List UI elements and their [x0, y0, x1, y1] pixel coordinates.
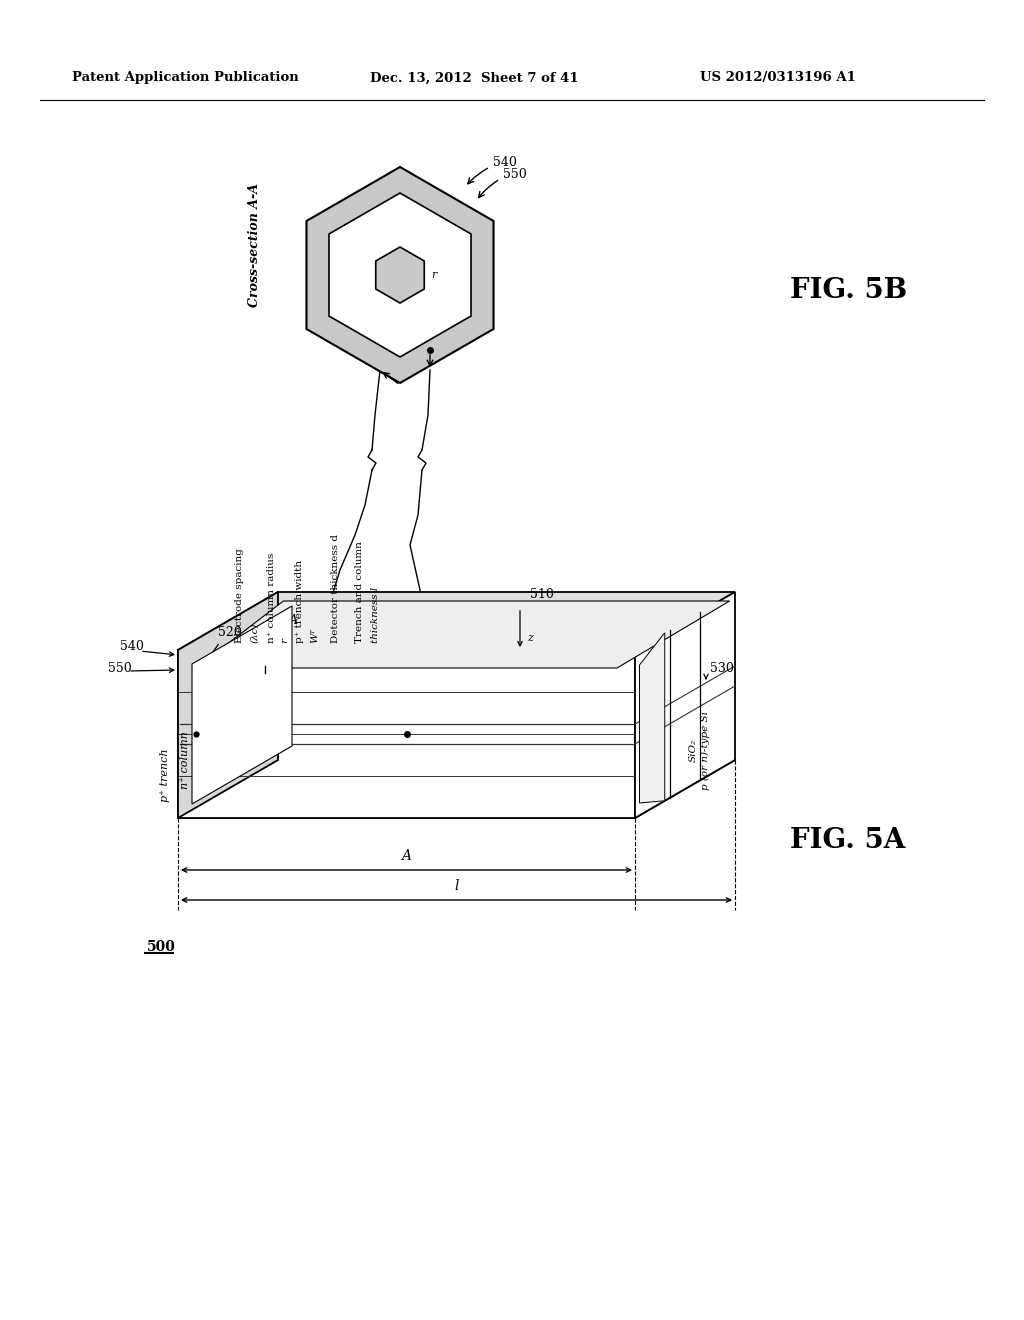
Text: 500: 500 — [147, 940, 176, 954]
Text: A: A — [401, 849, 412, 863]
Text: FIG. 5A: FIG. 5A — [790, 826, 905, 854]
Polygon shape — [178, 591, 735, 649]
Text: Patent Application Publication: Patent Application Publication — [72, 71, 299, 84]
Text: SiO₂: SiO₂ — [688, 738, 697, 762]
Text: 520: 520 — [218, 627, 242, 639]
Polygon shape — [635, 591, 735, 818]
Polygon shape — [196, 601, 729, 668]
Text: 510: 510 — [530, 589, 554, 602]
Text: FIG. 5B: FIG. 5B — [790, 276, 907, 304]
Text: Dec. 13, 2012  Sheet 7 of 41: Dec. 13, 2012 Sheet 7 of 41 — [370, 71, 579, 84]
Text: Trench and column: Trench and column — [355, 541, 365, 643]
Text: Cross-section A-A: Cross-section A-A — [249, 183, 261, 308]
Polygon shape — [178, 649, 635, 818]
Text: Electrode spacing: Electrode spacing — [236, 548, 245, 643]
Text: z: z — [527, 634, 532, 643]
Polygon shape — [376, 247, 424, 304]
Text: (λc): (λc) — [251, 623, 259, 643]
Polygon shape — [178, 760, 735, 818]
Text: n⁺ column: n⁺ column — [180, 731, 190, 789]
Text: p⁺ trench width: p⁺ trench width — [296, 560, 304, 643]
Text: r: r — [431, 271, 436, 280]
Text: 540: 540 — [120, 640, 144, 653]
Polygon shape — [193, 606, 292, 804]
Text: 530: 530 — [710, 661, 734, 675]
Text: n⁺ column radius: n⁺ column radius — [267, 553, 276, 643]
Polygon shape — [178, 591, 278, 818]
Polygon shape — [306, 168, 494, 383]
Polygon shape — [640, 632, 665, 803]
Text: 540: 540 — [493, 156, 517, 169]
Text: thickness l: thickness l — [372, 587, 381, 643]
Text: p⁺ trench: p⁺ trench — [160, 748, 170, 801]
Text: 550: 550 — [108, 661, 132, 675]
Text: l: l — [455, 879, 459, 894]
Text: r: r — [281, 638, 290, 643]
Text: Detector thickness d: Detector thickness d — [331, 535, 340, 643]
Text: A: A — [289, 614, 298, 627]
Polygon shape — [329, 193, 471, 356]
Text: p (or n)-type Si: p (or n)-type Si — [700, 710, 710, 789]
Text: 550: 550 — [503, 169, 526, 181]
Text: Wᵀ: Wᵀ — [310, 628, 319, 643]
Text: US 2012/0313196 A1: US 2012/0313196 A1 — [700, 71, 856, 84]
